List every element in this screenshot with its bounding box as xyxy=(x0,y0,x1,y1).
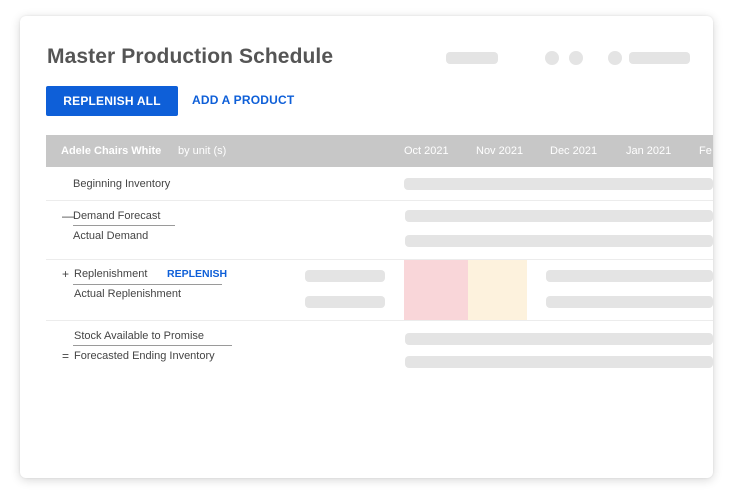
placeholder-control-2[interactable] xyxy=(629,52,690,64)
row-bar-replenishment xyxy=(546,270,713,282)
unit-label[interactable]: by unit (s) xyxy=(178,145,227,157)
add-product-button[interactable]: ADD A PRODUCT xyxy=(192,93,295,107)
month-header: Nov 2021 xyxy=(476,145,524,157)
minus-icon: — xyxy=(62,209,74,223)
row-label-forecasted-ending: Forecasted Ending Inventory xyxy=(74,350,215,362)
placeholder-dot-3[interactable] xyxy=(608,51,622,65)
row-divider xyxy=(46,200,713,201)
mps-card: Master Production Schedule REPLENISH ALL… xyxy=(20,16,713,478)
replenish-link[interactable]: REPLENISH xyxy=(167,268,228,280)
row-label-replenishment[interactable]: Replenishment xyxy=(74,268,148,280)
row-bar-actual-demand xyxy=(405,235,713,247)
row-label-demand-forecast[interactable]: Demand Forecast xyxy=(73,210,161,222)
stock-available-underline xyxy=(73,345,232,346)
month-header: Jan 2021 xyxy=(626,145,672,157)
row-label-stock-available[interactable]: Stock Available to Promise xyxy=(74,330,205,342)
row-bar-stock-available xyxy=(405,333,713,345)
oct-replenishment-cell[interactable] xyxy=(404,260,468,320)
row-bar-demand-forecast xyxy=(405,210,713,222)
row-bar-forecasted-ending xyxy=(405,356,713,368)
row-bar-actual-replenishment xyxy=(546,296,713,308)
month-header: Dec 2021 xyxy=(550,145,598,157)
demand-forecast-underline xyxy=(73,225,175,226)
replenishment-summary-bar xyxy=(305,270,385,282)
placeholder-dot-2[interactable] xyxy=(569,51,583,65)
placeholder-control-1[interactable] xyxy=(446,52,498,64)
equals-icon: = xyxy=(62,349,70,363)
plus-icon: + xyxy=(62,267,70,281)
product-name[interactable]: Adele Chairs White xyxy=(61,145,162,157)
table-header: Adele Chairs White by unit (s) Oct 2021 … xyxy=(46,135,713,167)
page-title: Master Production Schedule xyxy=(47,45,334,68)
placeholder-dot-1[interactable] xyxy=(545,51,559,65)
row-divider xyxy=(46,259,713,260)
month-header: Fe xyxy=(699,145,712,157)
row-bar-beginning-inventory xyxy=(404,178,713,190)
month-header: Oct 2021 xyxy=(404,145,449,157)
row-divider xyxy=(46,320,713,321)
replenish-all-button[interactable]: REPLENISH ALL xyxy=(46,86,178,116)
row-label-beginning-inventory: Beginning Inventory xyxy=(73,178,171,190)
nov-replenishment-cell[interactable] xyxy=(468,260,527,320)
actual-replenishment-summary-bar xyxy=(305,296,385,308)
row-label-actual-demand: Actual Demand xyxy=(73,230,149,242)
row-label-actual-replenishment: Actual Replenishment xyxy=(74,288,182,300)
replenishment-underline xyxy=(73,284,222,285)
